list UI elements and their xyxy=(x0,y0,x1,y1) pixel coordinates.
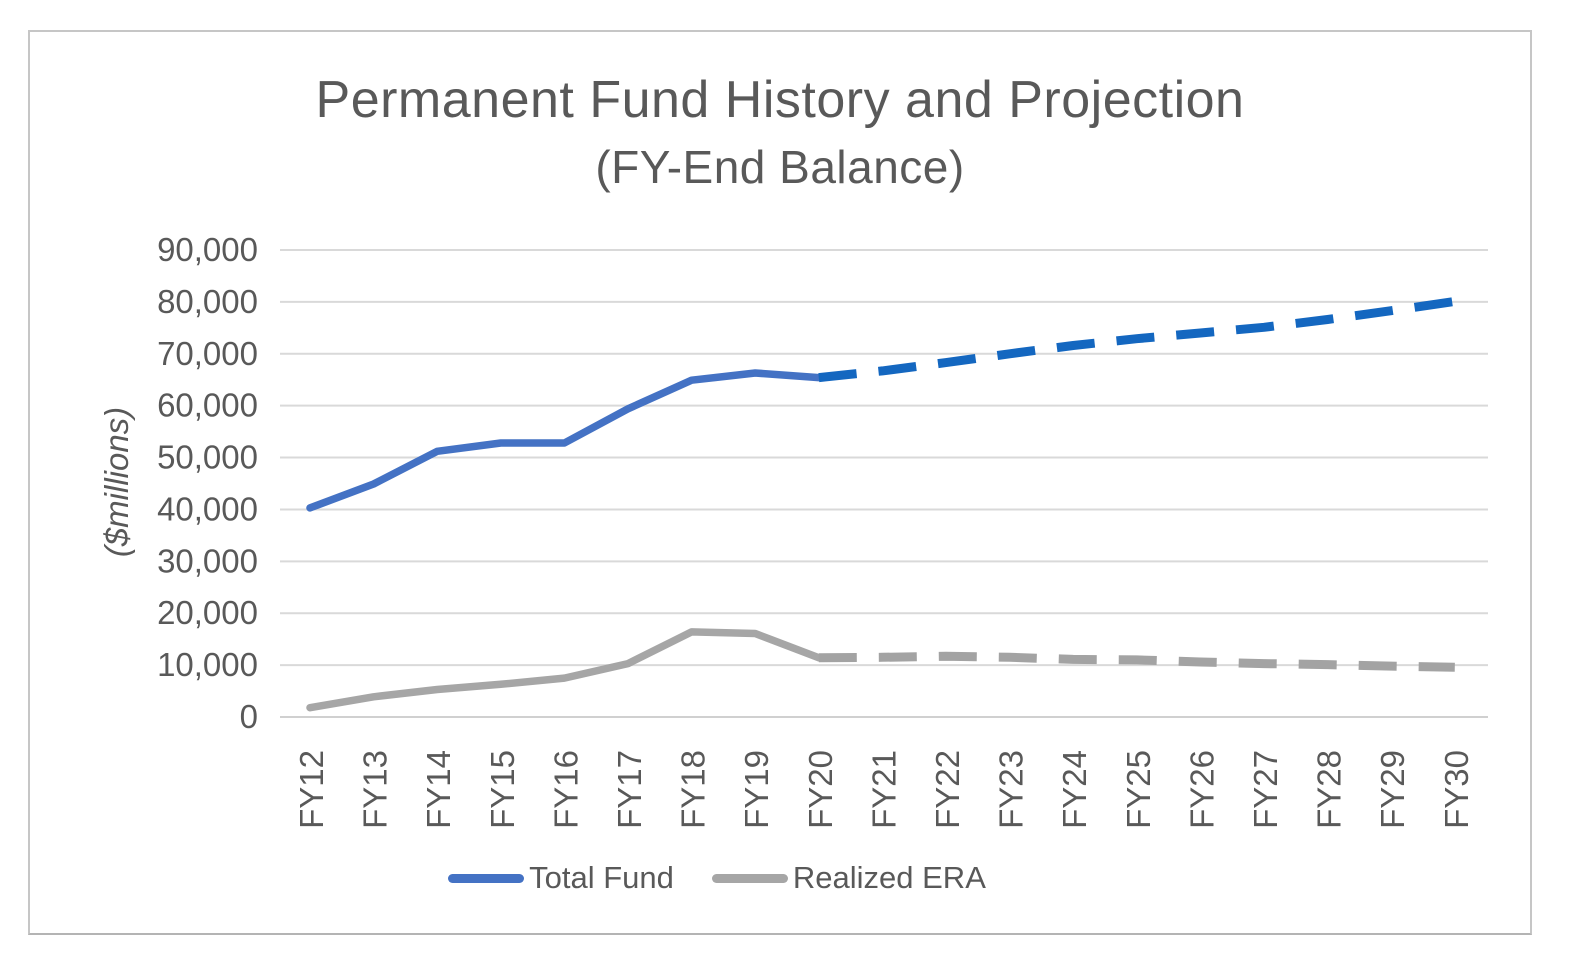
y-tick-label: 20,000 xyxy=(157,594,258,631)
total-fund-line-sample xyxy=(448,873,525,883)
y-tick-label: 80,000 xyxy=(157,283,258,320)
x-tick-label: FY18 xyxy=(675,750,712,829)
legend-item-realized-era: Realized ERA xyxy=(711,860,986,896)
x-tick-label: FY22 xyxy=(929,750,966,829)
y-tick-label: 40,000 xyxy=(157,490,258,527)
series-line-solid-0 xyxy=(306,369,823,512)
y-tick-label: 50,000 xyxy=(157,439,258,476)
x-tick-label: FY13 xyxy=(357,750,394,829)
x-tick-label: FY26 xyxy=(1183,750,1220,829)
series-line-dashed-1 xyxy=(818,651,1455,672)
x-tick-label: FY16 xyxy=(547,750,584,829)
y-tick-label: 30,000 xyxy=(157,542,258,579)
x-tick-label: FY20 xyxy=(802,750,839,829)
legend-item-total-fund: Total Fund xyxy=(448,860,674,896)
x-tick-label: FY28 xyxy=(1311,750,1348,829)
y-tick-label: 0 xyxy=(240,698,258,735)
chart-subtitle: (FY-End Balance) xyxy=(595,141,965,193)
x-tick-label: FY17 xyxy=(611,750,648,829)
legend-label-total-fund: Total Fund xyxy=(529,860,674,895)
legend: Total Fund Realized ERA xyxy=(30,860,1404,896)
x-tick-label: FY19 xyxy=(738,750,775,829)
y-tick-label: 90,000 xyxy=(157,231,258,268)
x-tick-label: FY14 xyxy=(420,750,457,829)
y-tick-label: 70,000 xyxy=(157,335,258,372)
chart-frame: Permanent Fund History and Projection (F… xyxy=(28,30,1532,935)
x-tick-label: FY27 xyxy=(1247,750,1284,829)
x-tick-label: FY30 xyxy=(1438,750,1475,829)
x-tick-label: FY29 xyxy=(1374,750,1411,829)
plot-area: 0 10,000 20,000 30,000 40,000 50,000 60,000 70,… xyxy=(157,231,1488,829)
x-tick-label: FY15 xyxy=(484,750,521,829)
y-tick-label: 60,000 xyxy=(157,387,258,424)
series-line-solid-1 xyxy=(306,628,823,712)
x-tick-label: FY12 xyxy=(293,750,330,829)
x-tick-label: FY24 xyxy=(1056,750,1093,829)
realized-era-line-sample xyxy=(711,873,788,883)
y-tick-label: 10,000 xyxy=(157,646,258,683)
x-tick-label: FY23 xyxy=(993,750,1030,829)
chart-title: Permanent Fund History and Projection xyxy=(315,71,1245,129)
x-tick-label: FY25 xyxy=(1120,750,1157,829)
series-line-dashed-0 xyxy=(818,296,1456,383)
legend-label-realized-era: Realized ERA xyxy=(792,860,986,895)
x-tick-label: FY21 xyxy=(865,750,902,829)
